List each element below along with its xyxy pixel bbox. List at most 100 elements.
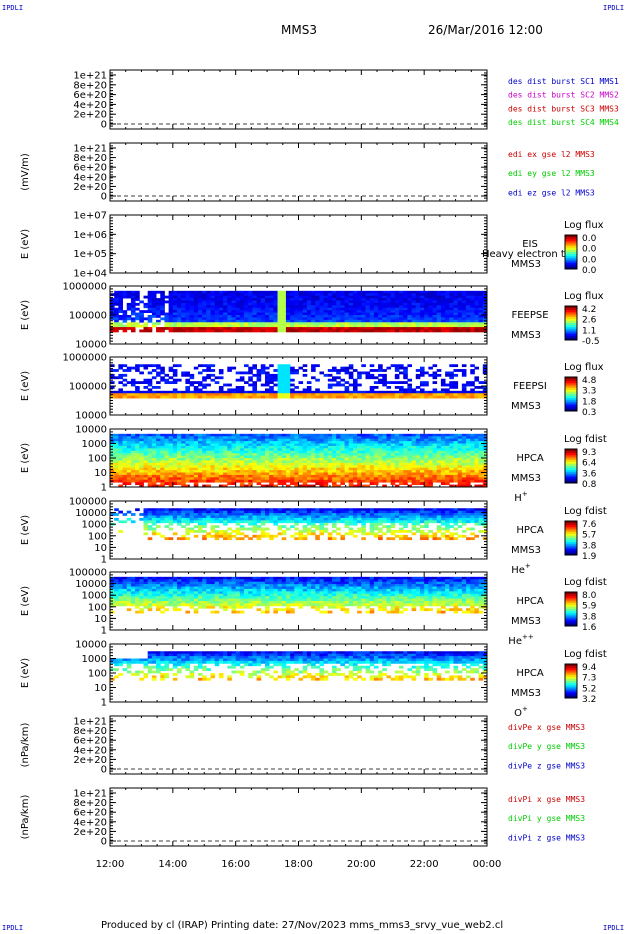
- spectrogram-cell: [323, 484, 329, 488]
- spectrogram-cell: [332, 324, 337, 328]
- spectrogram-cell: [378, 310, 383, 313]
- spectrogram-cell: [156, 441, 161, 444]
- spectrogram-cell: [210, 373, 216, 377]
- spectrogram-cell: [373, 302, 379, 306]
- spectrogram-cell: [470, 443, 475, 447]
- spectrogram-cell: [218, 510, 224, 514]
- spectrogram-cell: [315, 388, 320, 392]
- spectrogram-cell: [399, 470, 404, 473]
- spectrogram-cell: [311, 393, 316, 397]
- spectrogram-cell: [340, 307, 345, 311]
- spectrogram-cell: [260, 302, 266, 306]
- spectrogram-cell: [206, 298, 211, 301]
- spectrogram-cell: [336, 317, 341, 321]
- spectrogram-cell: [110, 458, 115, 461]
- spectrogram-cell: [311, 438, 316, 442]
- spectrogram-cell: [164, 317, 170, 321]
- spectrogram-cell: [273, 307, 278, 311]
- spectrogram-cell: [394, 472, 400, 476]
- spectrogram-cell: [235, 453, 241, 456]
- spectrogram-cell: [445, 445, 450, 449]
- spectrogram-cell: [206, 290, 211, 294]
- spectrogram-cell: [302, 462, 308, 466]
- spectrogram-cell: [244, 295, 249, 299]
- spectrogram-cell: [177, 393, 182, 397]
- spectrogram-cell: [432, 436, 438, 440]
- spectrogram-cell: [302, 482, 308, 485]
- colorbar-swatch: [565, 391, 577, 395]
- spectrogram-cell: [281, 312, 287, 316]
- spectrogram-cell: [382, 467, 387, 471]
- spectrogram-cell: [424, 467, 429, 471]
- spectrogram-cell: [172, 510, 178, 514]
- spectrogram-cell: [461, 307, 467, 311]
- spectrogram-cell: [382, 317, 387, 321]
- spectrogram-cell: [202, 322, 207, 326]
- spectrogram-cell: [348, 453, 354, 456]
- spectrogram-cell: [151, 508, 157, 512]
- spectrogram-cell: [478, 474, 484, 478]
- spectrogram-cell: [122, 458, 128, 461]
- spectrogram-cell: [348, 474, 354, 478]
- spectrogram-cell: [470, 479, 475, 483]
- spectrogram-cell: [227, 315, 232, 318]
- spectrogram-cell: [369, 298, 375, 301]
- spectrogram-cell: [482, 329, 488, 333]
- spectrogram-cell: [256, 378, 262, 382]
- spectrogram-cell: [168, 441, 174, 444]
- spectrogram-cell: [394, 293, 400, 297]
- spectrogram-cell: [285, 366, 291, 370]
- spectrogram-cell: [227, 383, 232, 387]
- spectrogram-cell: [256, 324, 262, 328]
- legend-entry: edi ez gse l2 MMS3: [508, 188, 595, 197]
- spectrogram-cell: [269, 386, 274, 389]
- spectrogram-cell: [344, 477, 350, 481]
- spectrogram-cell: [298, 484, 304, 488]
- spectrogram-cell: [357, 472, 362, 476]
- spectrogram-cell: [168, 310, 174, 313]
- spectrogram-cell: [264, 327, 270, 330]
- spectrogram-cell: [177, 443, 182, 447]
- spectrogram-cell: [453, 465, 459, 469]
- spectrogram-cell: [428, 479, 433, 483]
- spectrogram-cell: [202, 525, 207, 528]
- spectrogram-cell: [231, 293, 237, 297]
- spectrogram-cell: [352, 441, 358, 444]
- spectrogram-cell: [197, 329, 203, 333]
- spectrogram-cell: [206, 376, 211, 380]
- spectrogram-cell: [419, 366, 425, 370]
- spectrogram-cell: [164, 433, 170, 437]
- spectrogram-cell: [168, 515, 174, 519]
- spectrogram-cell: [407, 472, 412, 476]
- spectrogram-cell: [415, 433, 421, 437]
- spectrogram-cell: [340, 324, 345, 328]
- spectrogram-cell: [365, 453, 371, 456]
- spectrogram-cell: [193, 448, 199, 452]
- spectrogram-cell: [264, 329, 270, 333]
- spectrogram-cell: [373, 438, 379, 442]
- spectrogram-cell: [151, 393, 157, 397]
- spectrogram-cell: [269, 305, 274, 309]
- spectrogram-cell: [470, 310, 475, 313]
- spectrogram-cell: [260, 383, 266, 387]
- spectrogram-cell: [122, 369, 128, 372]
- spectrogram-cell: [298, 312, 304, 316]
- spectrogram-cell: [399, 310, 404, 313]
- spectrogram-cell: [168, 319, 174, 323]
- spectrogram-cell: [323, 443, 329, 447]
- spectrogram-cell: [273, 477, 278, 481]
- spectrogram-cell: [273, 462, 278, 466]
- spectrogram-cell: [340, 462, 345, 466]
- spectrogram-cell: [135, 386, 140, 389]
- spectrogram-cell: [252, 438, 258, 442]
- spectrogram-cell: [453, 322, 459, 326]
- spectrogram-cell: [281, 322, 287, 326]
- spectrogram-cell: [302, 443, 308, 447]
- spectrogram-cell: [436, 317, 442, 321]
- spectrogram-cell: [344, 293, 350, 297]
- spectrogram-cell: [256, 470, 262, 473]
- spectrogram-cell: [466, 315, 471, 318]
- spectrogram-cell: [185, 329, 190, 333]
- spectrogram-cell: [214, 298, 220, 301]
